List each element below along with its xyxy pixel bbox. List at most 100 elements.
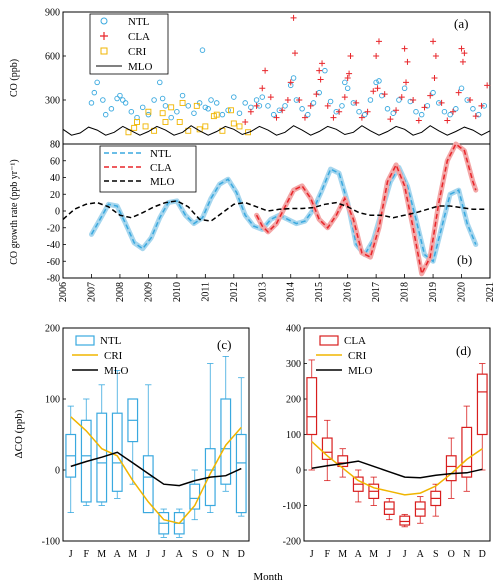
ntl-point	[213, 100, 220, 106]
cla-point	[421, 104, 428, 111]
panel-d-month-label: O	[448, 549, 455, 560]
panel-c-month-label: D	[238, 549, 245, 560]
panel-b-x-tick-label: 2007	[86, 282, 97, 302]
cla-point	[358, 114, 365, 121]
ntl-point	[424, 103, 431, 109]
ntl-growth-line	[90, 165, 477, 263]
panel-b-x-tick-label: 2011	[200, 282, 211, 302]
cla-point	[455, 89, 462, 96]
panel-d-y-tick-label: 400	[286, 324, 301, 335]
cri-point	[159, 110, 166, 117]
panel-a: CO (ppb) 0 300 600 900 NTL CLA CRI MLO (a)	[9, 8, 491, 151]
cla-point	[341, 94, 348, 101]
panel-b-x-tick-label: 2021	[485, 282, 496, 302]
legend-ntl-label: NTL	[150, 148, 172, 160]
legend-mlo-label: MLO	[128, 61, 153, 73]
panel-b: CO growth rate (ppb yr⁻¹) -80 -60 -40 -20 0 2…	[9, 140, 496, 303]
ntl-point	[191, 110, 197, 116]
ntl-point	[373, 79, 379, 86]
panel-b-ylabel: CO growth rate (ppb yr⁻¹)	[9, 159, 20, 264]
ntl-point	[339, 103, 345, 109]
cri-point	[193, 102, 200, 109]
cla-point	[404, 58, 411, 65]
cri-line	[311, 441, 483, 496]
panel-d-month-label: N	[463, 549, 470, 560]
ntl-point	[205, 106, 211, 112]
panel-d-month-label: F	[324, 549, 330, 560]
panel-a-cla-series	[242, 14, 491, 125]
panel-b-x-tick-label: 2010	[172, 282, 183, 302]
cla-point	[370, 88, 377, 95]
ntl-point	[384, 106, 391, 112]
panel-d-y-tick-label: 0	[296, 466, 301, 477]
panel-c-month-label: M	[97, 549, 106, 560]
panel-b-x-tick-label: 2016	[343, 282, 354, 302]
legend-ntl-label: NTL	[128, 16, 150, 28]
ntl-point	[151, 97, 157, 103]
cri-point	[179, 99, 186, 106]
cla-point	[273, 114, 280, 121]
cla-point	[301, 114, 308, 121]
legend-cla-label: CLA	[150, 162, 172, 174]
cla-point	[279, 107, 286, 114]
panel-d-month-label: S	[433, 549, 439, 560]
cri-point	[145, 108, 152, 115]
cla-point	[375, 38, 382, 45]
ntl-point	[344, 85, 351, 92]
panel-c-month-label: M	[128, 549, 137, 560]
legend-ntl-marker	[100, 17, 108, 25]
ntl-point	[242, 100, 248, 106]
cla-point	[319, 60, 326, 67]
ntl-point	[322, 67, 328, 74]
ntl-point	[231, 94, 237, 100]
panel-b-x-tick-label: 2018	[400, 282, 411, 302]
panel-c-month-label: A	[114, 549, 122, 560]
cri-point	[162, 119, 169, 125]
ntl-point	[265, 103, 271, 109]
cri-line	[70, 416, 242, 525]
panel-b-y-ticks: -80 -60 -40 -20 0 20 40 60 80	[47, 140, 66, 285]
cla-point	[458, 45, 465, 52]
panel-b-y-tick-label: 80	[50, 140, 60, 151]
panel-a-ylabel: CO (ppb)	[9, 59, 20, 97]
box	[476, 373, 488, 436]
panel-c-month-label: A	[176, 549, 184, 560]
panel-c-month-label: J	[146, 549, 150, 560]
cla-point	[316, 67, 323, 74]
panel-b-x-tick-label: 2008	[115, 282, 126, 302]
ntl-point	[120, 97, 126, 103]
panel-d-month-label: A	[417, 549, 425, 560]
ntl-point	[430, 89, 436, 96]
panel-b-y-tick-label: -60	[47, 257, 60, 268]
ntl-point	[185, 103, 192, 109]
cla-point	[387, 116, 394, 123]
panel-b-y-tick-label: -40	[47, 240, 60, 251]
cla-point	[324, 102, 331, 109]
ntl-point	[102, 111, 109, 118]
panel-b-x-tick-label: 2019	[428, 282, 439, 302]
panel-b-lines	[62, 141, 485, 277]
panel-a-label: (a)	[454, 16, 468, 31]
panel-c-y-tick-label: 200	[45, 324, 60, 335]
panel-b-y-tick-label: -80	[47, 274, 60, 285]
panel-d-legend: CLA CRI MLO	[316, 335, 373, 377]
mlo-line	[311, 460, 483, 479]
cla-point	[449, 108, 456, 115]
cla-point	[317, 76, 324, 83]
ntl-point	[396, 97, 402, 103]
panel-d-y-tick-label: 300	[286, 359, 301, 370]
box	[445, 455, 457, 482]
cri-point	[142, 123, 149, 130]
panel-c-legend: NTL CRI MLO	[72, 335, 129, 377]
panel-c-lines	[70, 416, 242, 525]
cla-point	[364, 108, 371, 115]
cla-point	[415, 117, 422, 124]
cla-point	[478, 102, 485, 109]
panel-d-y-tick-label: -100	[283, 501, 301, 512]
cla-point	[444, 117, 451, 124]
box	[321, 437, 333, 460]
ntl-point	[310, 100, 317, 106]
panel-d-lines	[311, 441, 483, 496]
